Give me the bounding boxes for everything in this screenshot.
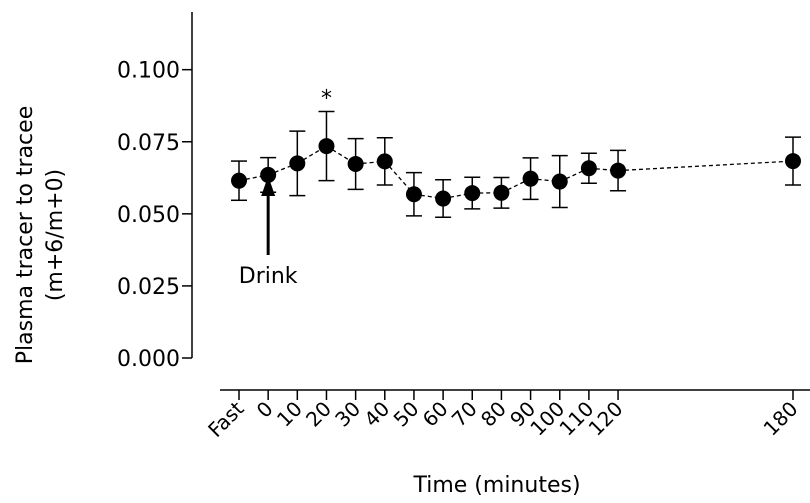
- x-tick-label: Fast: [203, 396, 248, 441]
- x-axis-title: Time (minutes): [412, 473, 580, 498]
- x-tick-label: 120: [584, 397, 628, 441]
- data-point: [464, 185, 481, 202]
- data-point: [580, 160, 597, 177]
- data-point: [289, 155, 306, 172]
- data-point: [551, 173, 568, 190]
- y-tick-label: 0.025: [117, 275, 180, 300]
- y-axis-title-line-1: Plasma tracer to tracee: [13, 106, 38, 364]
- significance-asterisk: *: [321, 86, 332, 111]
- drink-label: Drink: [239, 264, 298, 289]
- data-point: [318, 138, 335, 155]
- y-tick-label: 0.075: [117, 131, 180, 156]
- y-axis-title-line-2: (m+6/m+0): [43, 169, 68, 301]
- series-line-segment: [501, 178, 531, 194]
- y-tick-label: 0.100: [117, 59, 180, 84]
- x-tick-label: 180: [759, 397, 803, 441]
- series-line: [238, 145, 794, 200]
- series-line-segment: [267, 162, 298, 176]
- x-tick-label: 0: [252, 397, 278, 423]
- data-points: [231, 138, 801, 207]
- data-point: [610, 162, 627, 179]
- y-tick-label: 0.000: [117, 347, 180, 372]
- data-point: [785, 153, 801, 170]
- annotations: * Drink: [239, 86, 332, 289]
- data-point: [347, 155, 364, 172]
- data-point: [522, 170, 539, 187]
- data-point: [260, 166, 277, 183]
- series-line-segment: [618, 160, 794, 172]
- y-tick-label: 0.050: [117, 203, 180, 228]
- data-point: [405, 186, 422, 203]
- drink-arrow-head: [261, 176, 276, 196]
- error-bars: [231, 110, 801, 219]
- data-point: [493, 184, 510, 201]
- data-point: [231, 172, 247, 189]
- y-ticks: 0.000 0.025 0.050 0.075 0.100: [117, 59, 192, 372]
- data-point: [376, 153, 393, 170]
- series-line-segment: [559, 167, 590, 183]
- data-point: [435, 190, 452, 207]
